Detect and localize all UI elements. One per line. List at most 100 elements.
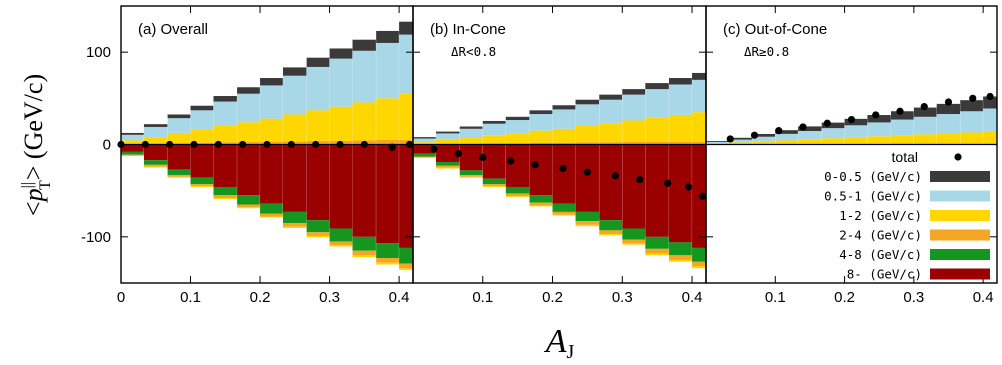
- y-tick-label: 0: [103, 137, 111, 154]
- bar-0-0.5-pos-11: [669, 78, 693, 85]
- panel-note: ΔR<0.8: [451, 44, 496, 59]
- bar-2-4-pos-10: [645, 141, 670, 145]
- bar-0-0.5-pos-3: [482, 120, 506, 124]
- bar-2-4-neg-1: [436, 165, 460, 168]
- bar-4-8-neg-1: [436, 162, 460, 166]
- y-axis-label: <p||T> (GeV/c): [19, 74, 54, 216]
- bar-2-4-pos-7: [575, 142, 600, 145]
- bar-2-4-neg-11: [376, 258, 400, 263]
- bar-1-2-neg-1: [436, 167, 460, 169]
- x-tick-label: 0.2: [250, 289, 271, 306]
- bar-1-2-pos-9: [913, 134, 937, 144]
- bar-4-8-neg-2: [167, 169, 191, 175]
- bar-0.5-1-pos-9: [329, 58, 353, 107]
- bar-0.5-1-pos-10: [645, 89, 670, 118]
- total-point: [920, 103, 928, 111]
- legend-label: 1-2 (GeV/c): [839, 208, 922, 223]
- bar-4-8-neg-7: [575, 211, 600, 222]
- bar-8--neg-12: [399, 144, 413, 248]
- bar-4-8-neg-9: [622, 228, 646, 240]
- x-tick-label: 0.4: [682, 289, 703, 306]
- bar-1-2-pos-5: [237, 122, 261, 142]
- bar-2-4-neg-0: [121, 154, 144, 156]
- bar-2-4-pos-6: [552, 142, 576, 145]
- x-tick-label: 0.2: [542, 289, 563, 306]
- bar-1-2-neg-12: [692, 266, 706, 269]
- bar-1-2-pos-3: [190, 129, 214, 143]
- bar-2-4-pos-12: [399, 139, 413, 145]
- total-point: [479, 153, 487, 162]
- bar-4-8-neg-1: [143, 160, 168, 165]
- bar-0.5-1-pos-11: [960, 111, 984, 133]
- bar-1-2-pos-8: [599, 123, 623, 143]
- legend-label: 4-8 (GeV/c): [839, 247, 922, 262]
- bar-1-2-pos-2: [752, 141, 776, 145]
- panel-2-ticks: [412, 6, 706, 283]
- bar-4-8-neg-8: [306, 220, 330, 233]
- bar-1-2-pos-5: [529, 130, 553, 143]
- bar-1-2-pos-3: [482, 135, 506, 144]
- bar-0.5-1-pos-0: [706, 142, 729, 144]
- bar-0-0.5-pos-8: [306, 57, 330, 67]
- legend-swatch: [930, 268, 990, 280]
- bar-0.5-1-pos-9: [622, 94, 646, 121]
- bar-8--neg-9: [622, 144, 646, 229]
- bar-2-4-pos-8: [599, 142, 623, 145]
- bar-2-4-neg-10: [352, 250, 377, 256]
- bar-0.5-1-pos-5: [237, 93, 261, 123]
- bar-2-4-neg-12: [399, 263, 413, 269]
- bar-2-4-pos-9: [622, 141, 646, 145]
- bar-0.5-1-pos-11: [669, 84, 693, 115]
- bar-4-8-neg-3: [190, 177, 214, 185]
- bar-0-0.5-pos-9: [329, 48, 353, 59]
- bar-0.5-1-pos-3: [482, 123, 506, 136]
- bar-0-0.5-pos-1: [728, 137, 753, 140]
- bar-8--neg-11: [669, 144, 693, 243]
- bar-1-2-pos-4: [798, 139, 822, 144]
- legend-swatch: [930, 171, 990, 182]
- bar-0-0.5-pos-0: [121, 132, 144, 135]
- total-point: [969, 94, 977, 102]
- legend-total-label: total: [892, 149, 918, 165]
- bar-0.5-1-pos-5: [821, 128, 845, 139]
- bar-0-0.5-pos-10: [352, 39, 377, 51]
- legend-total-marker: [954, 153, 962, 161]
- bar-1-2-pos-8: [890, 135, 914, 144]
- bar-4-8-neg-0: [121, 151, 144, 155]
- bar-0-0.5-pos-4: [505, 116, 530, 121]
- bar-8--neg-11: [376, 144, 400, 244]
- total-point: [454, 150, 462, 158]
- bar-2-4-neg-2: [459, 174, 483, 177]
- bar-8--neg-5: [529, 144, 553, 196]
- bar-0.5-1-pos-2: [459, 128, 483, 139]
- bar-0.5-1-pos-1: [143, 126, 168, 138]
- bar-2-4-pos-11: [376, 139, 400, 145]
- bar-1-2-pos-5: [821, 138, 845, 144]
- bar-0-0.5-pos-7: [867, 115, 891, 123]
- bar-1-2-neg-1: [143, 166, 168, 168]
- bar-0.5-1-pos-6: [552, 109, 576, 129]
- bar-8--neg-6: [260, 144, 283, 204]
- bar-0-0.5-pos-11: [960, 100, 984, 112]
- bar-0-0.5-pos-8: [599, 94, 623, 100]
- bar-1-2-pos-6: [844, 137, 868, 144]
- bar-0.5-1-pos-8: [890, 119, 914, 136]
- bar-0.5-1-pos-0: [413, 138, 437, 143]
- bar-0-0.5-pos-7: [282, 67, 307, 76]
- total-point: [507, 157, 515, 165]
- bar-4-8-neg-7: [282, 211, 307, 223]
- total-point: [823, 119, 831, 127]
- bar-8--neg-10: [645, 144, 670, 237]
- bar-2-4-pos-3: [482, 143, 506, 145]
- bar-0-0.5-pos-6: [260, 78, 283, 86]
- bar-0-0.5-pos-0: [706, 141, 729, 143]
- bar-1-2-pos-12: [983, 131, 997, 144]
- bar-2-4-pos-5: [237, 141, 261, 145]
- bar-2-4-neg-4: [505, 193, 530, 197]
- bar-2-4-pos-5: [529, 142, 553, 145]
- legend-swatch: [930, 190, 990, 202]
- total-point: [360, 140, 368, 149]
- bar-4-8-neg-12: [692, 247, 706, 262]
- legend: total 0-0.5 (GeV/c) 0.5-1 (GeV/c) 1-2 (GeV/…: [824, 149, 990, 282]
